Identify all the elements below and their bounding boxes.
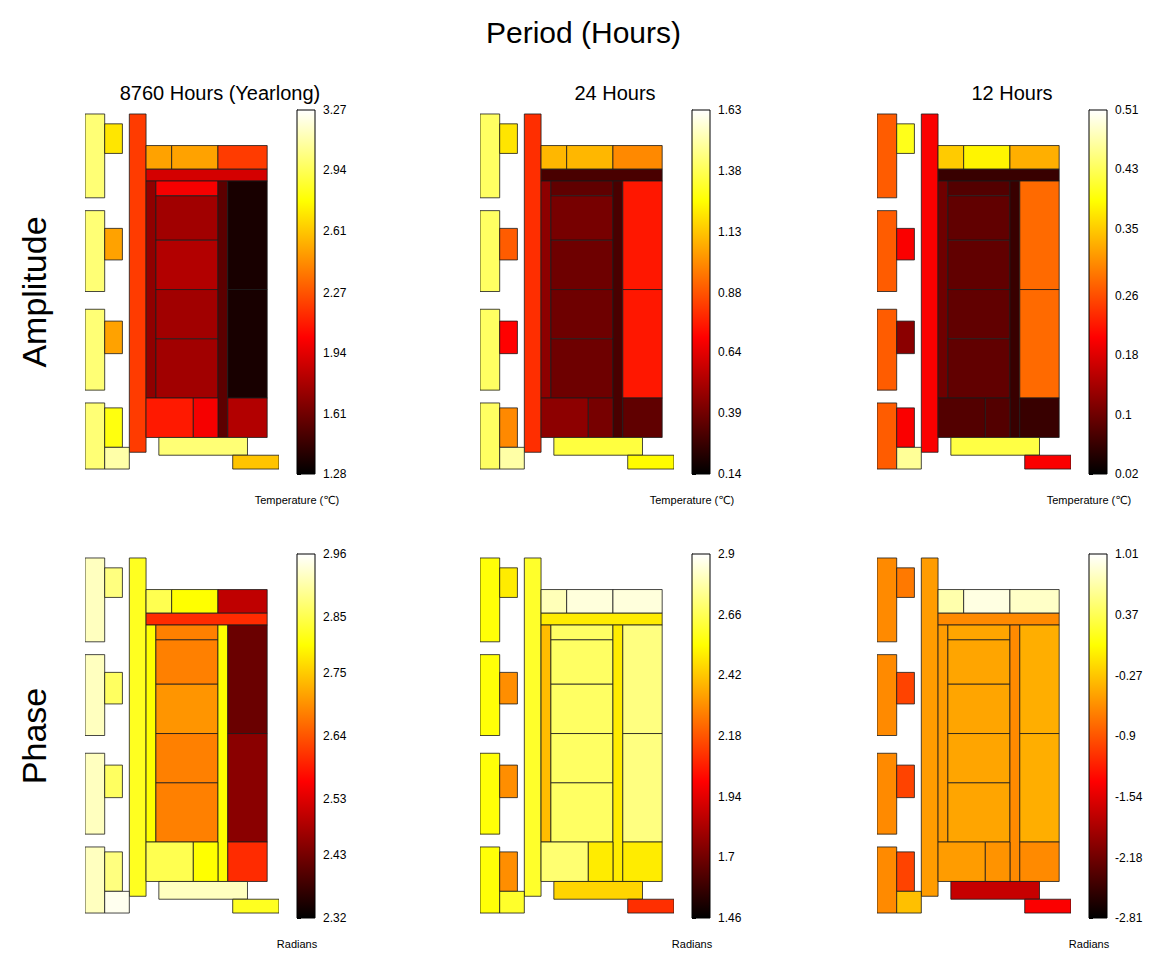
svg-text:Radians: Radians (277, 938, 318, 950)
svg-text:1.94: 1.94 (718, 790, 742, 804)
svg-text:2.96: 2.96 (323, 547, 347, 561)
svg-text:-0.27: -0.27 (1115, 669, 1143, 683)
svg-text:-0.9: -0.9 (1115, 729, 1136, 743)
svg-text:0.39: 0.39 (718, 406, 742, 420)
svg-text:1.38: 1.38 (718, 164, 742, 178)
svg-text:0.43: 0.43 (1115, 162, 1139, 176)
svg-text:1.7: 1.7 (718, 850, 735, 864)
svg-text:Temperature (℃): Temperature (℃) (1047, 494, 1132, 506)
svg-text:Radians: Radians (672, 938, 713, 950)
svg-text:Temperature (℃): Temperature (℃) (650, 494, 735, 506)
svg-text:Phase: Phase (15, 688, 53, 784)
svg-text:1.13: 1.13 (718, 225, 742, 239)
svg-text:Amplitude: Amplitude (15, 216, 53, 367)
svg-text:1.94: 1.94 (323, 346, 347, 360)
svg-text:2.42: 2.42 (718, 668, 742, 682)
svg-text:3.27: 3.27 (323, 103, 347, 117)
svg-text:2.53: 2.53 (323, 792, 347, 806)
svg-text:1.61: 1.61 (323, 407, 347, 421)
svg-text:Period (Hours): Period (Hours) (486, 16, 681, 49)
svg-text:12 Hours: 12 Hours (971, 82, 1052, 104)
svg-text:0.02: 0.02 (1115, 467, 1139, 481)
svg-text:8760 Hours (Yearlong): 8760 Hours (Yearlong) (120, 82, 321, 104)
svg-text:2.75: 2.75 (323, 666, 347, 680)
svg-text:-1.54: -1.54 (1115, 790, 1143, 804)
svg-text:Radians: Radians (1069, 938, 1110, 950)
svg-text:0.26: 0.26 (1115, 289, 1139, 303)
svg-text:0.37: 0.37 (1115, 608, 1139, 622)
svg-text:2.18: 2.18 (718, 729, 742, 743)
svg-text:0.35: 0.35 (1115, 222, 1139, 236)
svg-text:Temperature (℃): Temperature (℃) (255, 494, 340, 506)
svg-text:2.64: 2.64 (323, 729, 347, 743)
svg-text:2.66: 2.66 (718, 608, 742, 622)
svg-text:0.1: 0.1 (1115, 408, 1132, 422)
svg-text:-2.81: -2.81 (1115, 911, 1143, 925)
svg-text:0.88: 0.88 (718, 286, 742, 300)
svg-text:0.64: 0.64 (718, 345, 742, 359)
svg-text:1.46: 1.46 (718, 911, 742, 925)
svg-text:2.94: 2.94 (323, 163, 347, 177)
svg-text:1.28: 1.28 (323, 467, 347, 481)
svg-text:2.32: 2.32 (323, 911, 347, 925)
svg-text:24 Hours: 24 Hours (574, 82, 655, 104)
svg-text:2.27: 2.27 (323, 286, 347, 300)
svg-text:2.43: 2.43 (323, 848, 347, 862)
svg-text:1.63: 1.63 (718, 103, 742, 117)
svg-text:2.9: 2.9 (718, 547, 735, 561)
svg-text:2.61: 2.61 (323, 224, 347, 238)
svg-text:1.01: 1.01 (1115, 547, 1139, 561)
svg-text:0.18: 0.18 (1115, 348, 1139, 362)
svg-text:2.85: 2.85 (323, 610, 347, 624)
svg-text:0.51: 0.51 (1115, 103, 1139, 117)
svg-text:-2.18: -2.18 (1115, 851, 1143, 865)
svg-text:0.14: 0.14 (718, 467, 742, 481)
